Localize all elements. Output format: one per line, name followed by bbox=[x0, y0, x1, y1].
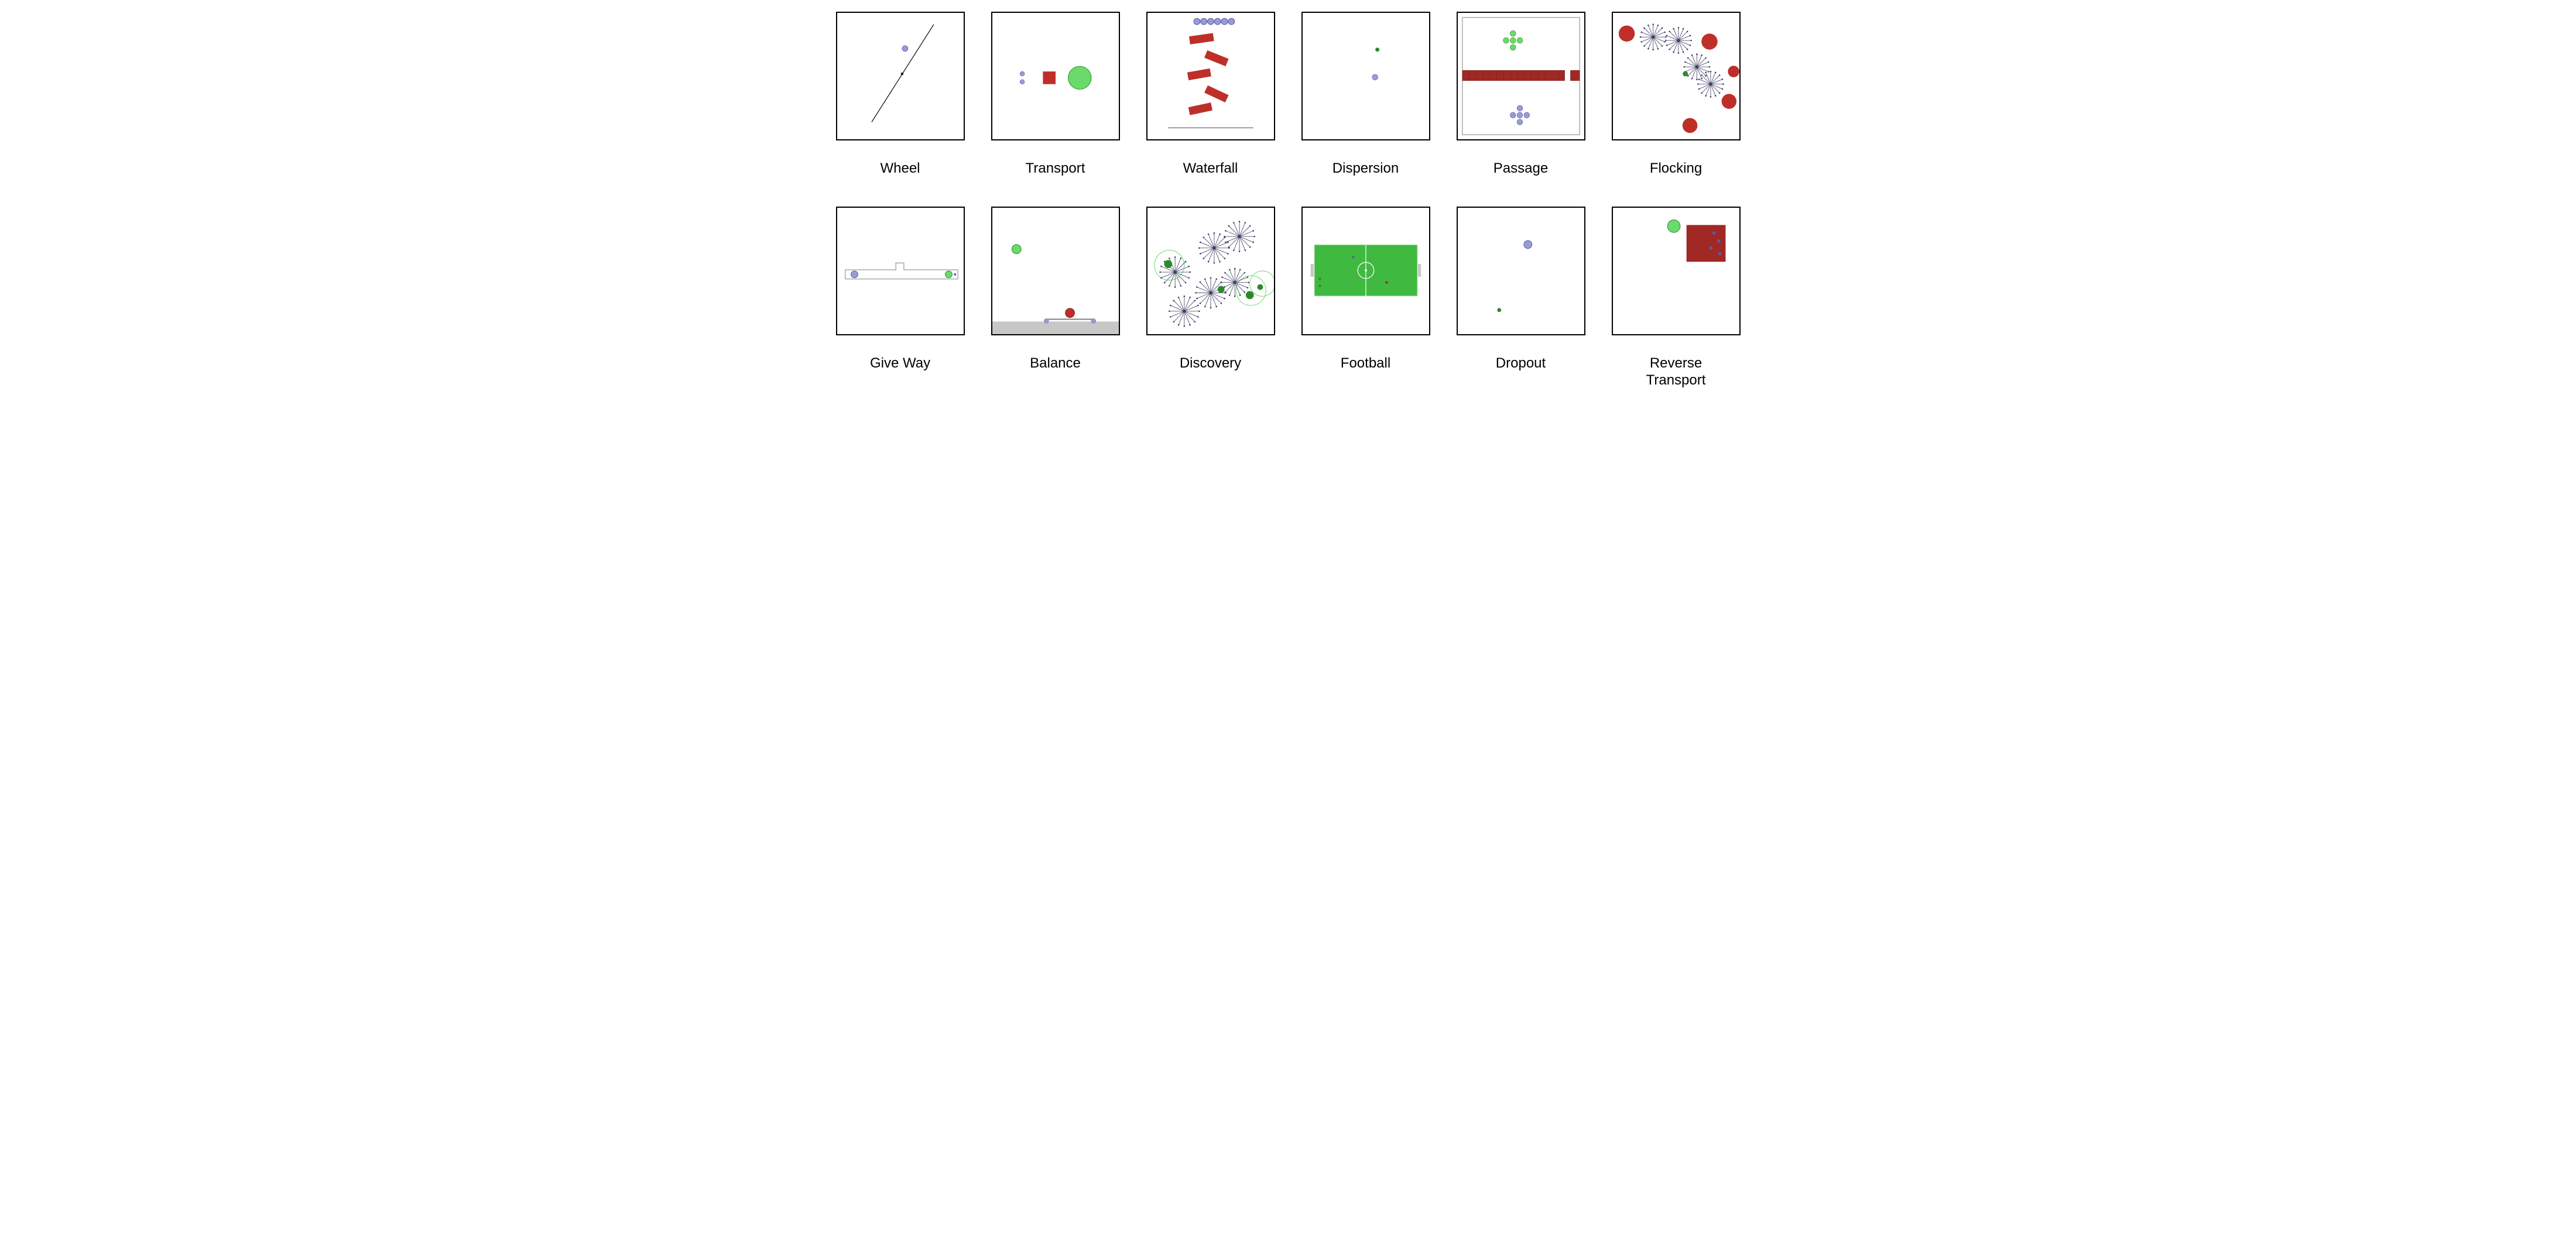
panel-discovery bbox=[1146, 207, 1275, 335]
panel-reverse-transport bbox=[1612, 207, 1741, 335]
panel-wheel bbox=[836, 12, 965, 140]
starburst-group bbox=[1159, 221, 1255, 327]
panel-giveway bbox=[836, 207, 965, 335]
cell-dropout: Dropout bbox=[1452, 207, 1590, 389]
label-wheel: Wheel bbox=[880, 160, 920, 177]
panel-flocking bbox=[1612, 12, 1741, 140]
cell-discovery: Discovery bbox=[1142, 207, 1279, 389]
label-flocking: Flocking bbox=[1650, 160, 1702, 177]
panel-dispersion bbox=[1301, 12, 1430, 140]
label-passage: Passage bbox=[1493, 160, 1548, 177]
label-football: Football bbox=[1341, 355, 1390, 372]
cell-reverse-transport: ReverseTransport bbox=[1607, 207, 1745, 389]
label-waterfall: Waterfall bbox=[1183, 160, 1238, 177]
label-balance: Balance bbox=[1030, 355, 1081, 372]
cell-waterfall: Waterfall bbox=[1142, 12, 1279, 177]
panel-balance bbox=[991, 207, 1120, 335]
label-giveway: Give Way bbox=[870, 355, 930, 372]
panel-dropout bbox=[1457, 207, 1585, 335]
wall bbox=[1462, 70, 1579, 81]
cell-dispersion: Dispersion bbox=[1297, 12, 1434, 177]
label-dropout: Dropout bbox=[1496, 355, 1546, 372]
label-dispersion: Dispersion bbox=[1332, 160, 1399, 177]
environments-grid: Wheel Transport bbox=[831, 12, 1745, 389]
label-reverse-transport: ReverseTransport bbox=[1646, 355, 1706, 389]
green-cluster bbox=[1503, 30, 1522, 50]
bars bbox=[1187, 33, 1228, 115]
cell-wheel: Wheel bbox=[831, 12, 969, 177]
cell-transport: Transport bbox=[986, 12, 1124, 177]
cell-passage: Passage bbox=[1452, 12, 1590, 177]
cell-giveway: Give Way bbox=[831, 207, 969, 389]
top-balls bbox=[1194, 18, 1235, 25]
cell-flocking: Flocking bbox=[1607, 12, 1745, 177]
label-discovery: Discovery bbox=[1180, 355, 1241, 372]
panel-football bbox=[1301, 207, 1430, 335]
cell-balance: Balance bbox=[986, 207, 1124, 389]
panel-transport bbox=[991, 12, 1120, 140]
panel-waterfall bbox=[1146, 12, 1275, 140]
label-transport: Transport bbox=[1026, 160, 1085, 177]
purple-cluster bbox=[1510, 105, 1529, 125]
panel-passage bbox=[1457, 12, 1585, 140]
cell-football: Football bbox=[1297, 207, 1434, 389]
